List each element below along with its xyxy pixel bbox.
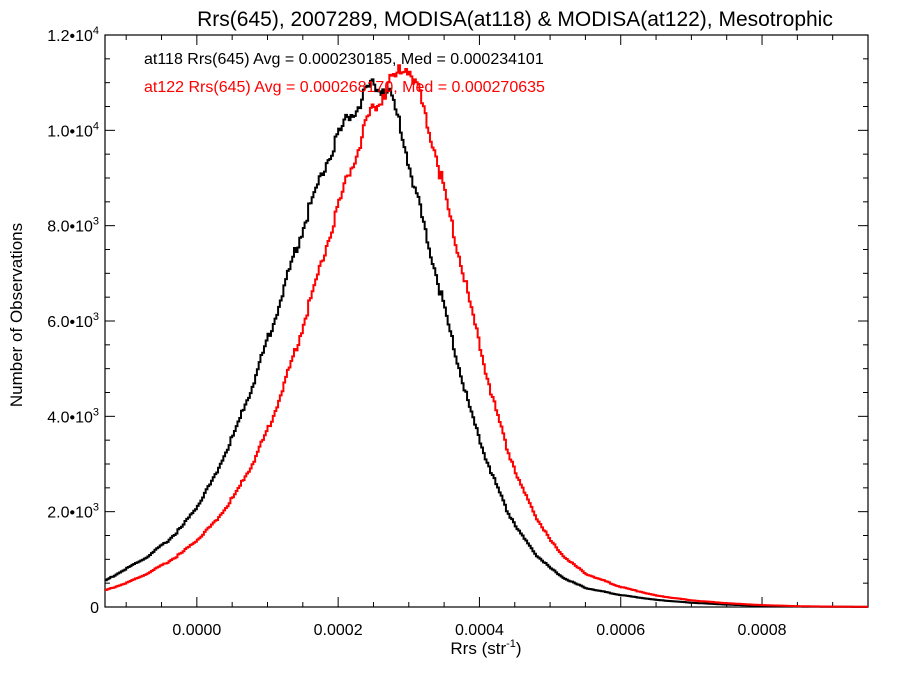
x-tick-label: 0.0004 bbox=[455, 622, 504, 639]
series-layer bbox=[105, 64, 868, 608]
annotation-at118: at118 Rrs(645) Avg = 0.000230185, Med = … bbox=[144, 51, 544, 68]
series-at122 bbox=[105, 64, 868, 608]
x-tick-label: 0.0002 bbox=[314, 622, 363, 639]
y-tick-label: 1.0•104 bbox=[47, 120, 99, 140]
x-tick-label: 0.0006 bbox=[596, 622, 645, 639]
y-axis: 0 2.0•103 4.0•103 6.0•103 8.0•103 1.0•104 1.2•… bbox=[47, 25, 868, 617]
x-axis: 0.0000 0.0002 0.0004 0.0006 0.0008 bbox=[125, 35, 869, 639]
series-at118 bbox=[105, 78, 868, 608]
y-tick-label: 1.2•104 bbox=[47, 25, 99, 45]
annotation-at122: at122 Rrs(645) Avg = 0.000268170, Med = … bbox=[144, 79, 545, 96]
y-tick-label: 0 bbox=[90, 600, 99, 617]
y-tick-label: 4.0•103 bbox=[47, 406, 99, 426]
chart-title: Rrs(645), 2007289, MODISA(at118) & MODIS… bbox=[197, 8, 833, 31]
x-tick-label: 0.0008 bbox=[738, 622, 787, 639]
y-tick-label: 6.0•103 bbox=[47, 311, 99, 331]
y-tick-label: 8.0•103 bbox=[47, 216, 99, 236]
x-axis-title: Rrs (str-1) bbox=[450, 638, 521, 658]
y-tick-label: 2.0•103 bbox=[47, 502, 99, 522]
x-tick-label: 0.0000 bbox=[172, 622, 221, 639]
y-axis-title: Number of Observations bbox=[7, 223, 26, 407]
plot-frame bbox=[104, 34, 869, 608]
